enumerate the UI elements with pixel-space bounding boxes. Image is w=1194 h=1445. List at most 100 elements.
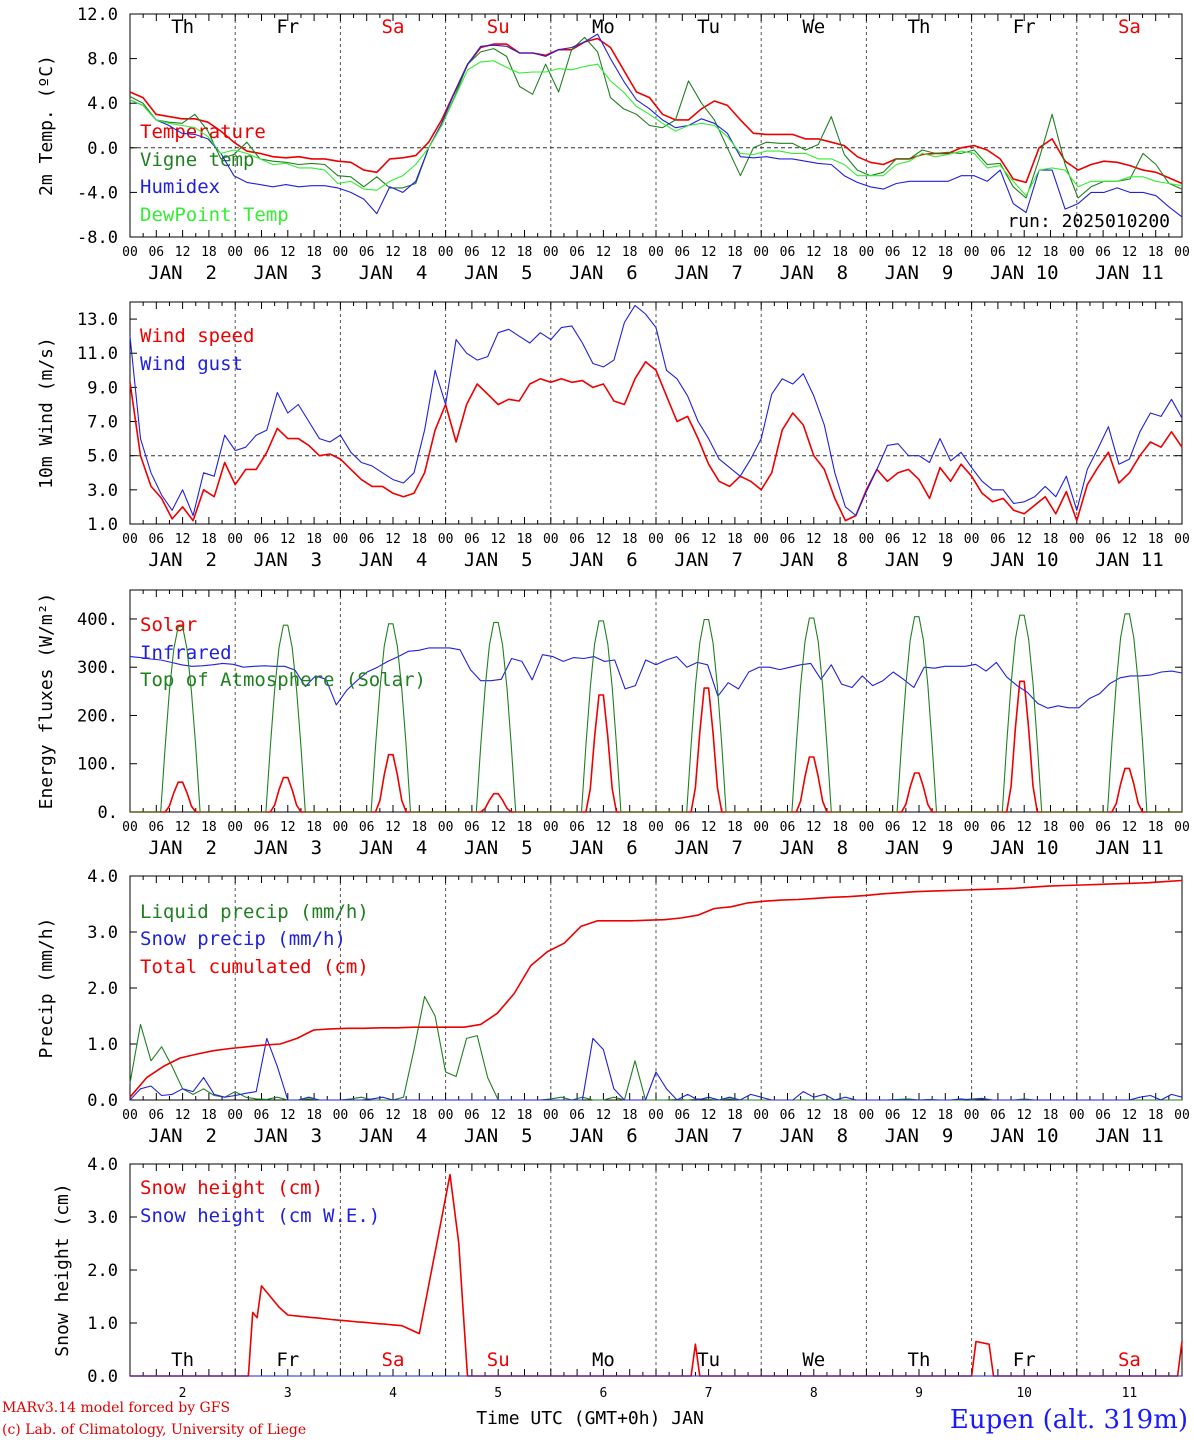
hour-label: 12 bbox=[806, 245, 822, 260]
y-tick-label: 12.0 bbox=[77, 5, 118, 25]
hour-label: 00 bbox=[1069, 532, 1085, 547]
hour-label: 12 bbox=[806, 532, 822, 547]
hour-label: 18 bbox=[937, 532, 953, 547]
hour-label: 06 bbox=[254, 245, 270, 260]
day-name-label: We bbox=[802, 16, 825, 38]
hour-label: 12 bbox=[1016, 1108, 1032, 1123]
hour-label: 12 bbox=[701, 245, 717, 260]
series-line-infrared bbox=[129, 647, 1183, 709]
hour-label: 18 bbox=[832, 245, 848, 260]
hour-label: 12 bbox=[490, 1108, 506, 1123]
hour-label: 12 bbox=[175, 245, 191, 260]
date-label: JAN 9 bbox=[885, 1125, 954, 1147]
day-name-label: Tu bbox=[697, 1349, 720, 1371]
legend-entry: DewPoint Temp bbox=[140, 204, 289, 226]
panel-3: 0. 100. 200. 300. 400. Energy fluxes (W/m²) 00… bbox=[36, 589, 1190, 859]
x-day-number: 11 bbox=[1122, 1386, 1138, 1401]
date-label: JAN 5 bbox=[464, 262, 533, 284]
hour-label: 06 bbox=[1095, 532, 1111, 547]
legend-entry: Infrared bbox=[140, 642, 232, 664]
hour-label: 06 bbox=[674, 245, 690, 260]
hour-label: 12 bbox=[806, 820, 822, 835]
hour-label: 06 bbox=[569, 1108, 585, 1123]
hour-label: 06 bbox=[148, 1108, 164, 1123]
hour-label: 00 bbox=[122, 820, 138, 835]
hour-label: 00 bbox=[1174, 820, 1190, 835]
y-tick-label: 2.0 bbox=[87, 979, 118, 999]
hour-label: 12 bbox=[701, 820, 717, 835]
hour-label: 06 bbox=[780, 245, 796, 260]
hour-label: 18 bbox=[727, 532, 743, 547]
hour-label: 00 bbox=[859, 1108, 875, 1123]
hour-label: 06 bbox=[148, 820, 164, 835]
y-tick-label: 9.0 bbox=[87, 378, 118, 398]
hour-label: 12 bbox=[701, 1108, 717, 1123]
hour-label: 06 bbox=[569, 820, 585, 835]
hour-label: 06 bbox=[148, 245, 164, 260]
date-label: JAN 7 bbox=[674, 837, 743, 859]
y-tick-label: 3.0 bbox=[87, 481, 118, 501]
y-tick-label: 100. bbox=[77, 755, 118, 775]
hour-label: 00 bbox=[122, 245, 138, 260]
hour-label: 18 bbox=[201, 820, 217, 835]
hour-label: 06 bbox=[359, 245, 375, 260]
y-axis-label: Precip (mm/h) bbox=[36, 918, 57, 1059]
hour-label: 12 bbox=[1122, 245, 1138, 260]
day-name-label: Fr bbox=[1013, 16, 1036, 38]
hour-label: 18 bbox=[1148, 532, 1164, 547]
hour-label: 18 bbox=[517, 532, 533, 547]
hour-label: 06 bbox=[780, 532, 796, 547]
date-label: JAN 7 bbox=[674, 1125, 743, 1147]
hour-label: 06 bbox=[674, 820, 690, 835]
hour-label: 00 bbox=[648, 245, 664, 260]
date-label: JAN 8 bbox=[779, 262, 848, 284]
hour-label: 18 bbox=[517, 1108, 533, 1123]
hour-label: 18 bbox=[832, 820, 848, 835]
hour-label: 18 bbox=[306, 820, 322, 835]
series-line-top-of-atmosphere-solar- bbox=[130, 613, 1182, 813]
y-tick-label: -8.0 bbox=[77, 228, 118, 248]
hour-label: 18 bbox=[622, 245, 638, 260]
date-label: JAN 7 bbox=[674, 549, 743, 571]
hour-label: 00 bbox=[438, 820, 454, 835]
hour-label: 12 bbox=[911, 245, 927, 260]
date-label: JAN 5 bbox=[464, 837, 533, 859]
hour-label: 00 bbox=[333, 532, 349, 547]
date-label: JAN 4 bbox=[359, 1125, 428, 1147]
hour-label: 12 bbox=[280, 532, 296, 547]
date-label: JAN 8 bbox=[779, 1125, 848, 1147]
series-line-wind-gust bbox=[129, 304, 1183, 517]
hour-label: 06 bbox=[990, 820, 1006, 835]
hour-label: 12 bbox=[175, 1108, 191, 1123]
hour-label: 18 bbox=[517, 245, 533, 260]
hour-label: 06 bbox=[464, 820, 480, 835]
hour-label: 06 bbox=[1095, 820, 1111, 835]
date-label: JAN 3 bbox=[253, 549, 322, 571]
hour-label: 00 bbox=[859, 532, 875, 547]
day-name-label: Sa bbox=[1118, 16, 1141, 38]
hour-label: 00 bbox=[648, 532, 664, 547]
date-label: JAN 8 bbox=[779, 549, 848, 571]
y-tick-label: 0.0 bbox=[87, 139, 118, 159]
hour-label: 06 bbox=[464, 245, 480, 260]
hour-label: 12 bbox=[1122, 820, 1138, 835]
series-line-temperature bbox=[129, 37, 1183, 185]
hour-label: 12 bbox=[385, 820, 401, 835]
date-label: JAN 8 bbox=[779, 837, 848, 859]
hour-label: 12 bbox=[701, 532, 717, 547]
day-name-label: Th bbox=[171, 1349, 194, 1371]
date-label: JAN 10 bbox=[990, 549, 1059, 571]
y-axis-label: Energy fluxes (W/m²) bbox=[36, 593, 57, 810]
hour-label: 12 bbox=[280, 1108, 296, 1123]
y-tick-label: 1.0 bbox=[87, 1035, 118, 1055]
hour-label: 06 bbox=[990, 532, 1006, 547]
hour-label: 00 bbox=[859, 245, 875, 260]
y-tick-label: 0.0 bbox=[87, 1091, 118, 1111]
hour-label: 12 bbox=[490, 820, 506, 835]
x-day-number: 2 bbox=[179, 1386, 187, 1401]
x-day-number: 10 bbox=[1016, 1386, 1032, 1401]
series-line-snow-precip-mm-h- bbox=[129, 1037, 1183, 1101]
hour-label: 06 bbox=[990, 1108, 1006, 1123]
y-tick-label: -4.0 bbox=[77, 183, 118, 203]
